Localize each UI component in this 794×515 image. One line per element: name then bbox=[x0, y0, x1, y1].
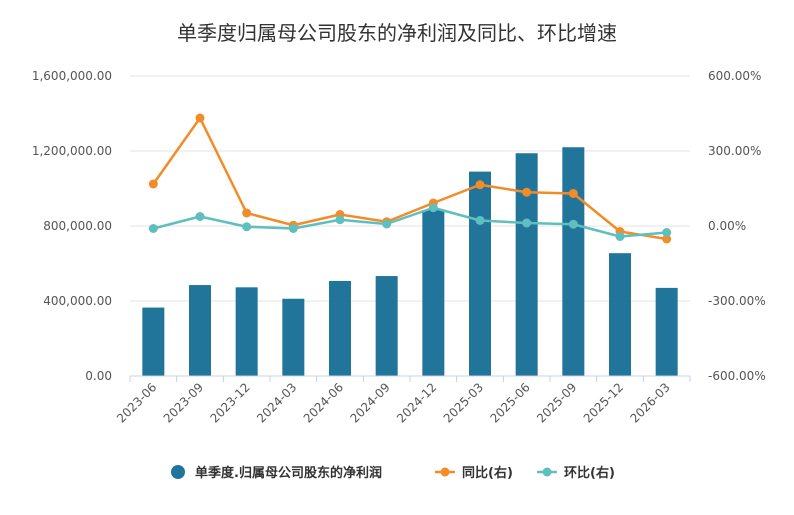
y-left-tick-label: 0.00 bbox=[85, 369, 112, 383]
x-tick-label: 2025-03 bbox=[441, 380, 486, 425]
grid bbox=[130, 75, 690, 377]
y-left-tick-label: 1,600,000.00 bbox=[32, 69, 112, 83]
legend-label: 同比(右) bbox=[462, 465, 513, 481]
legend-marker bbox=[542, 467, 552, 477]
legend-item[interactable]: 环比(右) bbox=[537, 465, 615, 481]
y-right-tick-label: -600.00% bbox=[708, 369, 766, 383]
chart-title: 单季度归属母公司股东的净利润及同比、环比增速 bbox=[177, 21, 617, 45]
bar bbox=[609, 253, 631, 376]
qoq-point bbox=[428, 203, 438, 213]
qoq-point bbox=[382, 219, 392, 229]
legend-label: 环比(右) bbox=[564, 465, 615, 481]
y-right-tick-label: 600.00% bbox=[708, 69, 761, 83]
legend-item[interactable]: 同比(右) bbox=[435, 465, 513, 481]
qoq-point bbox=[335, 215, 345, 225]
bar bbox=[655, 287, 678, 376]
yoy-point bbox=[148, 179, 158, 189]
bar-series bbox=[142, 147, 678, 376]
x-tick-label: 2025-12 bbox=[581, 380, 626, 425]
line-series bbox=[148, 113, 672, 244]
qoq-line bbox=[153, 206, 667, 238]
legend-item[interactable]: 单季度.归属母公司股东的净利润 bbox=[171, 465, 382, 481]
bar bbox=[235, 287, 258, 376]
x-tick-label: 2023-06 bbox=[114, 380, 159, 425]
yoy-point bbox=[568, 189, 578, 198]
bar bbox=[329, 280, 351, 376]
bar bbox=[422, 210, 445, 376]
legend-marker bbox=[171, 465, 185, 479]
legend-marker bbox=[440, 467, 450, 477]
bar bbox=[469, 171, 491, 376]
legend-label: 单季度.归属母公司股东的净利润 bbox=[195, 465, 382, 481]
bar bbox=[282, 298, 305, 376]
y-right-tick-label: 0.00% bbox=[708, 219, 746, 233]
qoq-point bbox=[615, 232, 625, 241]
x-tick-label: 2024-06 bbox=[301, 380, 346, 425]
bar bbox=[515, 153, 538, 376]
y-right-tick-label: 300.00% bbox=[708, 144, 761, 158]
x-tick-label: 2025-06 bbox=[487, 380, 532, 425]
bar bbox=[375, 276, 398, 376]
yoy-point bbox=[662, 234, 672, 244]
legend[interactable]: 单季度.归属母公司股东的净利润 同比(右) 环比(右) bbox=[171, 465, 615, 481]
yoy-point bbox=[195, 113, 205, 123]
x-tick-label: 2024-12 bbox=[394, 380, 439, 425]
x-tick-label: 2025-09 bbox=[534, 380, 579, 425]
y-right-tick-label: -300.00% bbox=[708, 294, 766, 308]
yoy-point bbox=[522, 187, 532, 197]
bar bbox=[562, 147, 585, 376]
axes: 0.00 400,000.00 800,000.00 1,200,000.00 1,60… bbox=[32, 69, 766, 426]
bar bbox=[142, 307, 165, 376]
x-tick-label: 2024-03 bbox=[254, 380, 299, 425]
x-tick-label: 2024-09 bbox=[347, 380, 392, 425]
y-left-tick-label: 800,000.00 bbox=[43, 219, 112, 233]
qoq-point bbox=[662, 228, 672, 237]
y-left-tick-label: 400,000.00 bbox=[43, 294, 112, 308]
y-left-tick-label: 1,200,000.00 bbox=[32, 144, 112, 158]
x-tick-label: 2026-03 bbox=[627, 380, 672, 425]
qoq-point bbox=[195, 212, 205, 221]
yoy-point bbox=[475, 180, 485, 190]
qoq-point bbox=[148, 224, 158, 233]
x-tick-label: 2023-12 bbox=[207, 380, 252, 425]
qoq-point bbox=[568, 219, 578, 229]
x-tick-label: 2023-09 bbox=[161, 380, 206, 425]
qoq-point bbox=[522, 218, 532, 228]
bar bbox=[189, 285, 211, 376]
qoq-point bbox=[288, 224, 298, 233]
yoy-point bbox=[242, 208, 252, 218]
qoq-point bbox=[475, 216, 485, 225]
qoq-point bbox=[242, 222, 252, 232]
yoy-line bbox=[152, 116, 667, 241]
